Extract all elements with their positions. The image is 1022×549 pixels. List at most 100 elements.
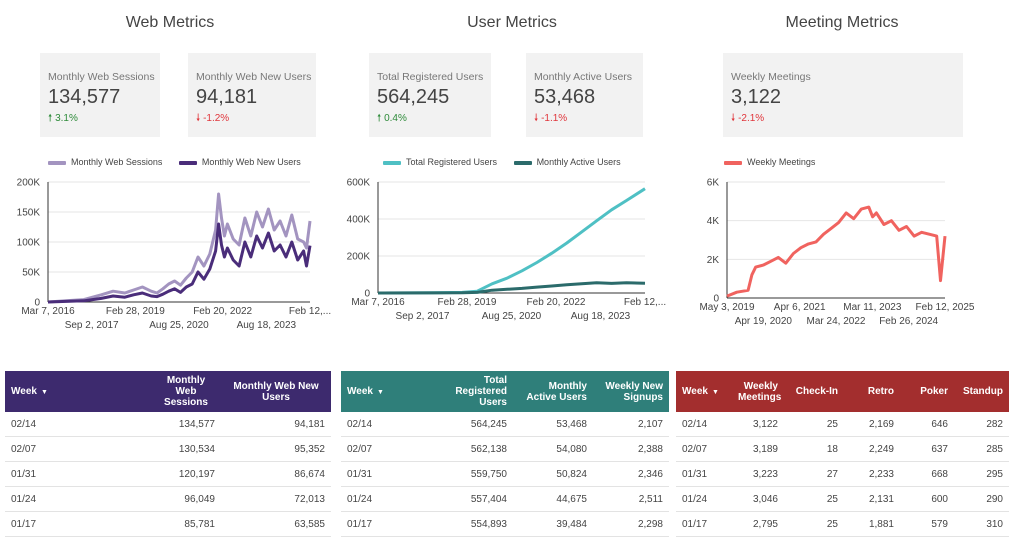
legend-item[interactable]: Monthly Web New Users [178, 157, 301, 167]
table-row[interactable]: 02/14 134,577 94,181 [5, 412, 331, 437]
sort-caret-icon[interactable]: ▼ [40, 388, 48, 396]
table-cell: 02/07 [347, 443, 373, 455]
table-row[interactable]: 01/24 557,404 44,675 2,511 [341, 487, 669, 512]
legend-item[interactable]: Weekly Meetings [724, 157, 815, 167]
column-header[interactable]: Monthly Active Users [526, 380, 587, 403]
table-cell: 01/24 [11, 493, 37, 505]
y-tick-label: 100K [17, 238, 41, 249]
table-cell: 01/17 [11, 518, 37, 530]
sort-caret-icon[interactable]: ▼ [711, 388, 719, 396]
table-cell: 120,197 [178, 468, 215, 480]
table-cell: 53,468 [556, 418, 587, 430]
arrow-up-icon: 🠕 [377, 113, 382, 124]
x-tick-label: May 3, 2019 [699, 302, 754, 313]
sort-caret-icon[interactable]: ▼ [376, 388, 384, 396]
table-cell: 94,181 [294, 418, 325, 430]
user-chart-legend: Total Registered Users Monthly Active Us… [383, 157, 635, 167]
scorecard-delta: 🠕 0.4% [377, 111, 483, 128]
table-cell: 44,675 [556, 493, 587, 505]
scorecard-value: 94,181 [196, 86, 258, 108]
column-header[interactable]: Total Registered Users [455, 375, 507, 408]
column-header[interactable]: Poker [920, 386, 948, 397]
series-line[interactable] [726, 205, 947, 298]
y-tick-label: 600K [347, 178, 371, 189]
web-metrics-chart[interactable]: 0 50K 100K 150K 200K Mar 7, 2016 Feb 28, 2019 F… [0, 170, 340, 340]
table-cell: 290 [986, 493, 1003, 505]
user-metrics-chart[interactable]: 0 200K 400K 600K Mar 7, 2016 Feb 28, 2019 Feb … [340, 170, 670, 340]
table-row[interactable]: 02/14 564,245 53,468 2,107 [341, 412, 669, 437]
table-row[interactable]: 01/24 3,046 25 2,131 600 290 [676, 487, 1009, 512]
column-header[interactable]: Monthly Web New Users [233, 380, 319, 403]
scorecard-web-new-users[interactable]: Monthly Web New Users 94,181 🠗 -1.2% [188, 53, 316, 137]
scorecard-monthly-active[interactable]: Monthly Active Users 53,468 🠗 -1.1% [526, 53, 643, 137]
column-header[interactable]: Standup [963, 386, 1003, 397]
table-cell: 295 [986, 468, 1003, 480]
series-line[interactable] [47, 222, 312, 304]
table-cell: 554,893 [470, 518, 507, 530]
series-line[interactable] [377, 281, 646, 295]
scorecard-label: Monthly Web Sessions [48, 71, 155, 83]
table-row[interactable]: 02/07 3,189 18 2,249 637 285 [676, 437, 1009, 462]
scorecard-label: Monthly Active Users [534, 71, 633, 83]
table-cell: 50,824 [556, 468, 587, 480]
x-tick-label: Feb 28, 2019 [438, 297, 497, 308]
x-tick-label: Mar 24, 2022 [807, 316, 866, 327]
delta-value: -1.1% [541, 113, 568, 124]
y-tick-label: 150K [17, 208, 41, 219]
legend-item[interactable]: Total Registered Users [383, 157, 497, 167]
y-tick-label: 0 [713, 294, 719, 305]
table-cell: 2,346 [637, 468, 663, 480]
column-header[interactable]: Check-In [795, 386, 838, 397]
legend-item[interactable]: Monthly Web Sessions [48, 157, 162, 167]
y-tick-label: 2K [707, 255, 720, 266]
x-tick-label: Apr 6, 2021 [774, 302, 826, 313]
table-cell: 646 [931, 418, 948, 430]
table-cell: 25 [826, 518, 838, 530]
table-cell: 25 [826, 493, 838, 505]
x-tick-label: Mar 7, 2016 [21, 306, 75, 317]
delta-value: 0.4% [384, 113, 407, 124]
x-tick-label: Feb 12,... [289, 306, 331, 317]
table-row[interactable]: 02/07 562,138 54,080 2,388 [341, 437, 669, 462]
x-tick-label: Feb 12, 2025 [916, 302, 975, 313]
x-tick-label: Feb 26, 2024 [879, 316, 938, 327]
table-row[interactable]: 01/31 120,197 86,674 [5, 462, 331, 487]
scorecard-web-sessions[interactable]: Monthly Web Sessions 134,577 🠕 3.1% [40, 53, 160, 137]
column-header[interactable]: Monthly Web Sessions [164, 375, 208, 408]
table-row[interactable]: 01/17 85,781 63,585 [5, 512, 331, 537]
series-line[interactable] [47, 192, 312, 304]
column-header[interactable]: Retro [867, 386, 894, 397]
table-row[interactable]: 02/14 3,122 25 2,169 646 282 [676, 412, 1009, 437]
scorecard-value: 134,577 [48, 86, 121, 108]
y-tick-label: 0 [364, 289, 370, 300]
table-row[interactable]: 01/17 554,893 39,484 2,298 [341, 512, 669, 537]
web-metrics-title: Web Metrics [125, 14, 215, 31]
table-row[interactable]: 01/24 96,049 72,013 [5, 487, 331, 512]
legend-item[interactable]: Monthly Active Users [513, 157, 621, 167]
legend-swatch [383, 160, 401, 165]
column-header-week[interactable]: Week ▼ [11, 385, 48, 397]
scorecard-total-registered[interactable]: Total Registered Users 564,245 🠕 0.4% [369, 53, 491, 137]
table-cell: 85,781 [184, 518, 215, 530]
legend-label: Monthly Web New Users [201, 157, 301, 167]
column-header-week[interactable]: Week ▼ [682, 385, 719, 397]
table-row[interactable]: 01/31 3,223 27 2,233 668 295 [676, 462, 1009, 487]
scorecard-weekly-meetings[interactable]: Weekly Meetings 3,122 🠗 -2.1% [723, 53, 963, 137]
x-tick-label: Aug 25, 2020 [149, 320, 209, 331]
web-metrics-table: Week ▼ Monthly Web Sessions Monthly Web N… [5, 371, 331, 537]
table-cell: 557,404 [470, 493, 507, 505]
series-line[interactable] [377, 187, 646, 295]
x-tick-label: Feb 28, 2019 [106, 306, 165, 317]
table-cell: 2,169 [868, 418, 894, 430]
arrow-up-icon: 🠕 [48, 113, 53, 124]
table-row[interactable]: 01/31 559,750 50,824 2,346 [341, 462, 669, 487]
column-header[interactable]: Weekly Meetings [738, 380, 782, 403]
meeting-metrics-chart[interactable]: 0 2K 4K 6K May 3, 2019 Apr 6, 2021 Mar 11, 202… [680, 170, 1020, 340]
column-header-week[interactable]: Week ▼ [347, 385, 384, 397]
table-row[interactable]: 01/17 2,795 25 1,881 579 310 [676, 512, 1009, 537]
table-row[interactable]: 02/07 130,534 95,352 [5, 437, 331, 462]
column-header[interactable]: Weekly New Signups [605, 380, 663, 403]
x-tick-label: Aug 18, 2023 [571, 311, 631, 322]
table-cell: 95,352 [294, 443, 325, 455]
x-tick-label: Sep 2, 2017 [65, 320, 119, 331]
